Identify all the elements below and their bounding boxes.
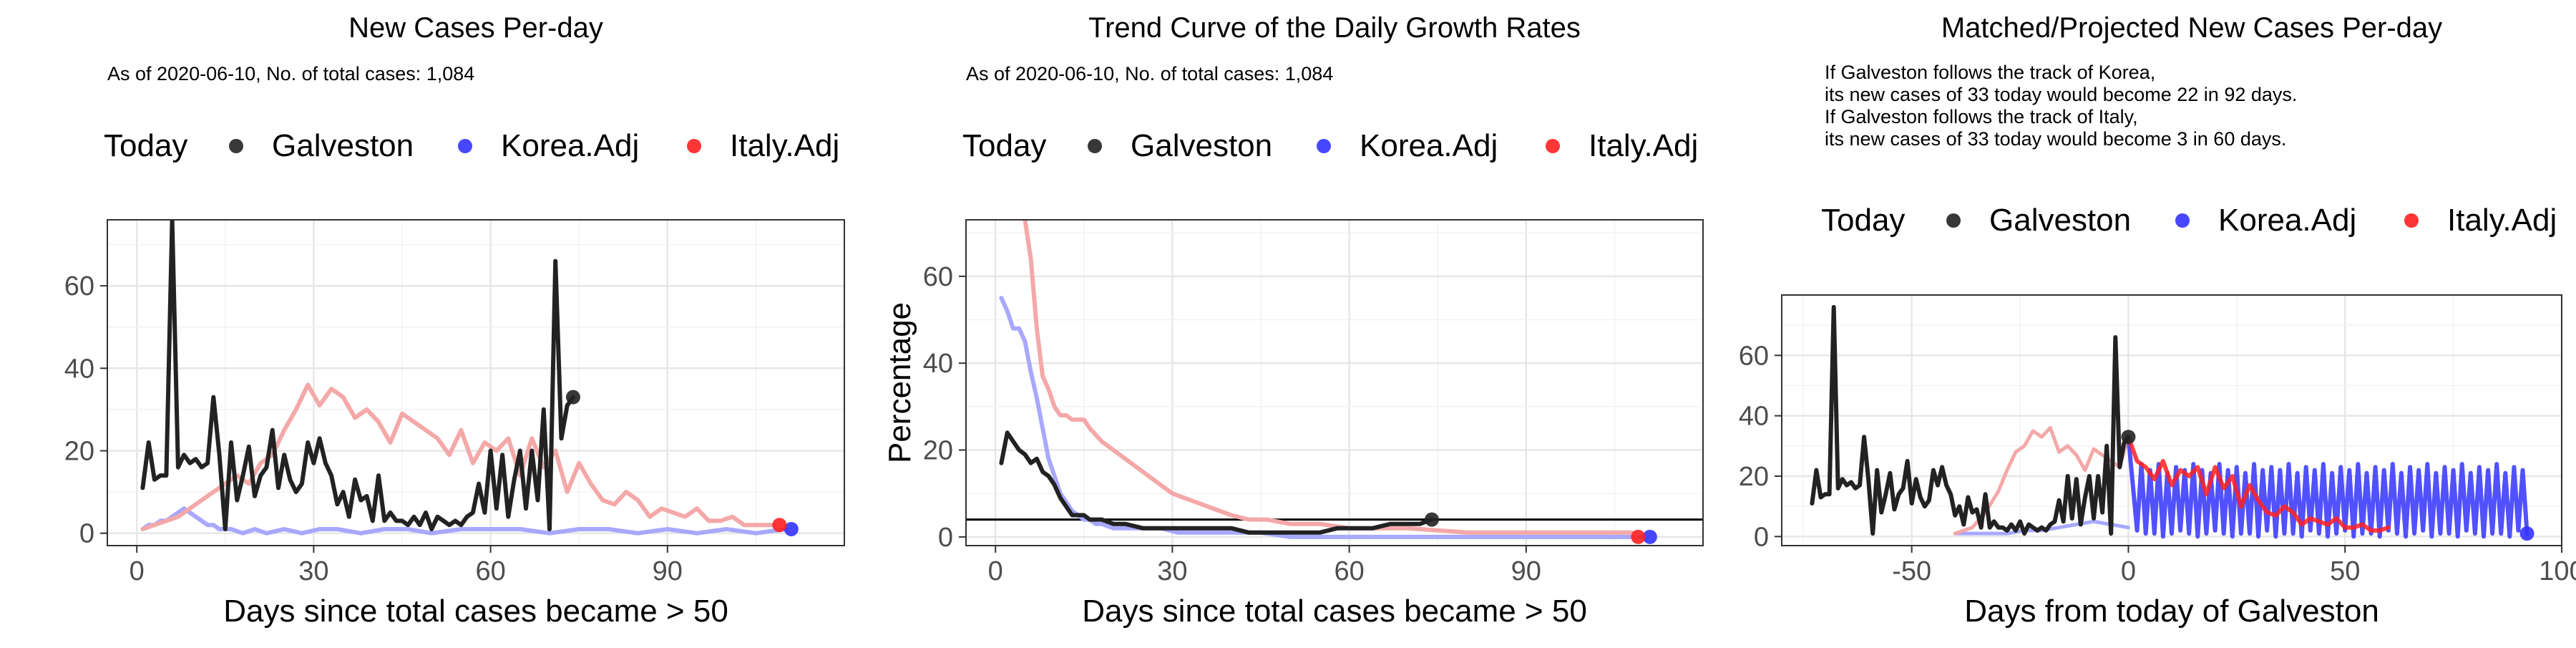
y-tick-label: 40 [923, 349, 953, 379]
x-tick-label: 30 [1157, 556, 1187, 586]
series-line-korea-adj [140, 506, 788, 536]
today-point-italy-adj [772, 518, 787, 533]
legend-dot-italy-adj [1546, 139, 1560, 153]
today-point-galveston [1424, 512, 1439, 527]
legend-title: Today [104, 128, 187, 163]
y-tick-label: 20 [923, 436, 953, 466]
x-tick-label: 30 [298, 556, 328, 586]
legend-dot-korea-adj [2175, 213, 2190, 228]
grid [966, 220, 1704, 546]
chart-subtitle: As of 2020-06-10, No. of total cases: 1,… [966, 63, 1333, 84]
chart-title: Trend Curve of the Daily Growth Rates [1088, 12, 1581, 44]
x-tick-label: 90 [653, 556, 683, 586]
series-line-italy-adj [2126, 435, 2391, 533]
x-tick-label: 90 [1511, 556, 1541, 586]
legend-label: Korea.Adj [501, 128, 639, 163]
legend-label: Korea.Adj [2218, 203, 2356, 238]
plot-area [1810, 304, 2529, 539]
legend-label: Italy.Adj [1589, 128, 1698, 163]
series-line-korea-adj [999, 296, 1646, 539]
legend-label: Italy.Adj [2447, 203, 2557, 238]
panel-border [107, 219, 845, 546]
legend-dot-korea-adj [458, 139, 472, 153]
legend-title: Today [962, 128, 1046, 163]
legend-dot-galveston [229, 139, 243, 153]
legend-label: Korea.Adj [1360, 128, 1498, 163]
series-line-italy-adj-matched- [1953, 426, 2130, 536]
legend-label: Italy.Adj [730, 128, 839, 163]
x-tick-label: -50 [1892, 556, 1931, 586]
chart-panel-3: Matched/Projected New Cases Per-day If Ga… [1739, 12, 2576, 629]
y-tick-label: 0 [1754, 522, 1769, 552]
x-axis-label: Days from today of Galveston [1964, 594, 2379, 629]
panel-border [965, 219, 1704, 546]
legend-dot-galveston [1946, 213, 1961, 228]
chart-subtitle: If Galveston follows the track of Korea, [1825, 62, 2155, 83]
y-tick-label: 0 [938, 523, 953, 553]
y-tick-label: 40 [64, 354, 94, 384]
chart-panel-1: New Cases Per-day As of 2020-06-10, No. o… [64, 12, 845, 629]
x-tick-label: 0 [988, 556, 1003, 586]
legend: Today Galveston Korea.Adj Italy.Adj [104, 128, 839, 163]
legend-title: Today [1821, 203, 1905, 238]
panel-border [1781, 294, 2562, 546]
today-point-korea-adj [784, 521, 799, 536]
today-point-korea-adj [2519, 526, 2534, 541]
today-point-korea-adj [1642, 529, 1657, 544]
x-tick-label: 0 [2121, 556, 2136, 586]
today-point-galveston [2121, 430, 2136, 445]
series-line-galveston [1810, 304, 2131, 536]
series-line-galveston [999, 430, 1434, 535]
today-point-galveston [565, 390, 580, 405]
legend-dot-italy-adj [2404, 213, 2419, 228]
chart-subtitle: If Galveston follows the track of Italy, [1825, 106, 2138, 127]
x-axis-label: Days since total cases became > 50 [1082, 594, 1587, 629]
series-line-korea-adj-matched- [1953, 519, 2130, 536]
series-line-korea-adj [2126, 435, 2529, 539]
today-point-italy-adj [1631, 529, 1646, 544]
chart-title: New Cases Per-day [348, 12, 603, 44]
chart-title: Matched/Projected New Cases Per-day [1941, 12, 2442, 44]
plot-area [966, 220, 1703, 539]
legend-label: Galveston [1989, 203, 2131, 238]
legend-label: Galveston [1131, 128, 1272, 163]
x-tick-label: 100 [2539, 556, 2576, 586]
chart-subtitle: its new cases of 33 today would become 2… [1825, 84, 2297, 105]
legend-dot-galveston [1088, 139, 1102, 153]
legend-label: Galveston [272, 128, 414, 163]
series-line-galveston [140, 220, 575, 531]
plot-area [140, 220, 788, 536]
y-tick-label: 20 [1739, 462, 1769, 492]
legend: Today Galveston Korea.Adj Italy.Adj [962, 128, 1698, 163]
x-tick-label: 50 [2330, 556, 2360, 586]
y-axis-label: Percentage [882, 302, 917, 463]
chart-subtitle: As of 2020-06-10, No. of total cases: 1,… [107, 63, 474, 84]
x-axis-label: Days since total cases became > 50 [223, 594, 728, 629]
series-line-italy-adj [140, 382, 776, 531]
y-tick-label: 20 [64, 437, 94, 467]
y-tick-label: 40 [1739, 402, 1769, 432]
chart-panel-2: Trend Curve of the Daily Growth Rates As … [882, 12, 1704, 629]
x-tick-label: 60 [475, 556, 505, 586]
y-tick-label: 0 [79, 519, 94, 549]
x-tick-label: 0 [130, 556, 145, 586]
series-line-italy-adj [1023, 220, 1635, 535]
y-tick-label: 60 [923, 262, 953, 292]
legend: Today Galveston Korea.Adj Italy.Adj [1821, 203, 2557, 238]
y-tick-label: 60 [64, 271, 94, 301]
y-tick-label: 60 [1739, 341, 1769, 371]
legend-dot-italy-adj [687, 139, 701, 153]
legend-dot-korea-adj [1317, 139, 1331, 153]
x-tick-label: 60 [1334, 556, 1364, 586]
chart-subtitle: its new cases of 33 today would become 3… [1825, 128, 2286, 150]
